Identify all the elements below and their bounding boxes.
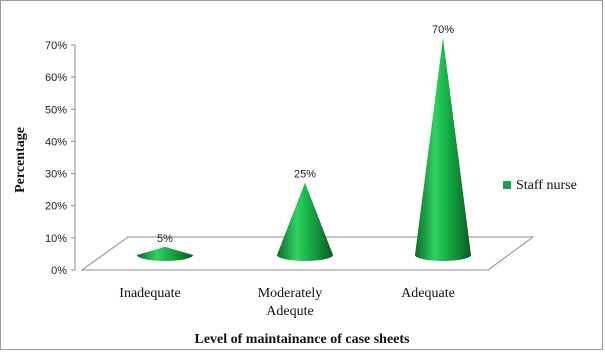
category-label-group: Inadequate Moderately Adequte Adequate [119,286,455,319]
x-category-label: Adequate [401,286,455,301]
legend-swatch [503,181,511,189]
y-tick-label: 20% [45,201,67,213]
cone-bar-3 [415,38,471,261]
y-tick-group: 0% 10% 20% 30% 40% 50% 60% 70% [45,40,75,277]
data-label: 25% [294,169,316,181]
cone-bar-2 [277,182,333,261]
x-category-label: Moderately Adequte [258,286,323,319]
legend: Staff nurse [503,178,577,193]
cone-body [277,182,333,261]
data-label: 5% [157,233,173,245]
cone-bar-1 [137,246,193,261]
y-axis-title: Percentage [13,127,28,193]
y-tick-label: 40% [45,136,67,148]
cone-group: 5% 25% 70% [137,24,471,261]
y-tick-label: 60% [45,72,67,84]
y-tick-label: 30% [45,169,67,181]
cone-body [137,246,193,261]
y-tick-label: 10% [45,233,67,245]
y-tick-label: 70% [45,40,67,52]
x-axis-title: Level of maintainance of case sheets [194,332,410,347]
cone-body [415,38,471,261]
data-label: 70% [432,24,454,36]
x-category-label: Inadequate [119,286,180,301]
legend-label: Staff nurse [516,178,577,193]
y-tick-label: 50% [45,104,67,116]
y-tick-label: 0% [51,265,67,277]
